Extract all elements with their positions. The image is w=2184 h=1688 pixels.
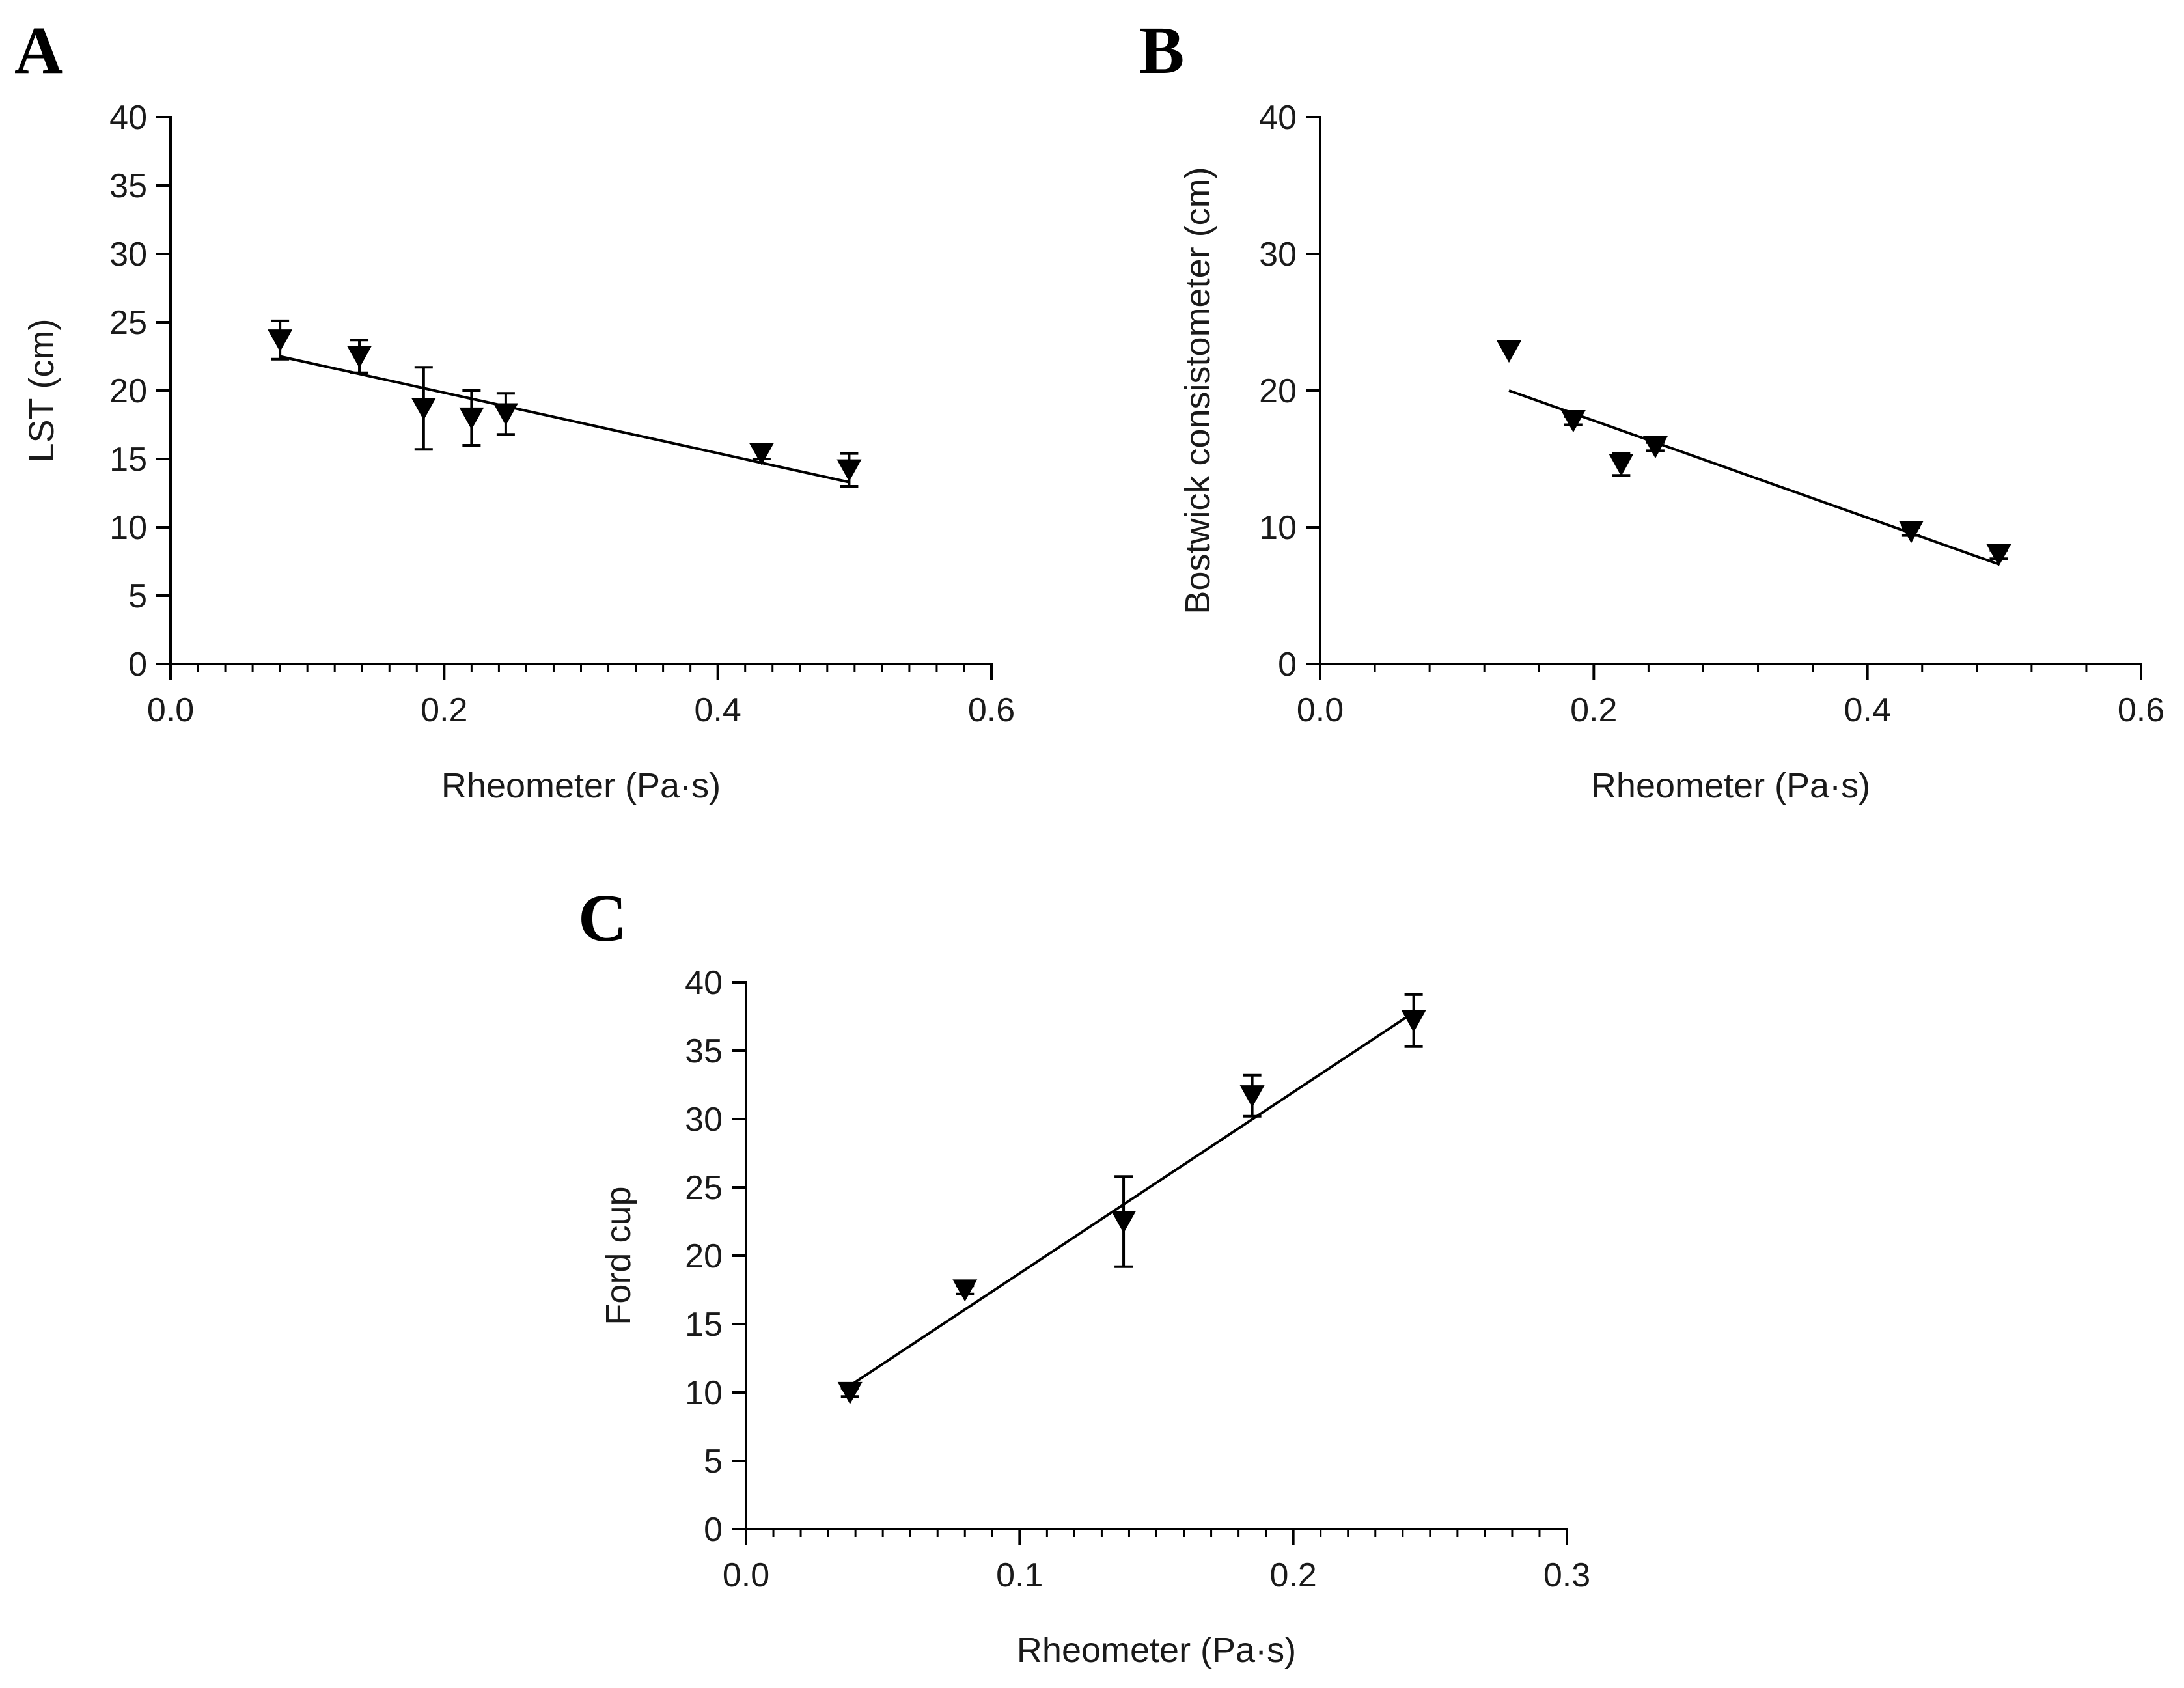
data-point-marker: [347, 346, 372, 368]
y-tick-label: 0: [704, 1511, 723, 1549]
y-tick-label: 30: [109, 236, 147, 273]
x-tick-label: 0.6: [2118, 691, 2164, 729]
y-tick-label: 40: [109, 99, 147, 137]
data-point-marker: [749, 443, 774, 465]
x-axis-title: Rheometer (Pa·s): [1017, 1631, 1296, 1670]
data-point-marker: [493, 403, 518, 426]
x-tick-label: 0.1: [996, 1557, 1043, 1594]
y-tick-label: 5: [128, 577, 147, 615]
y-tick-label: 40: [1259, 99, 1297, 137]
data-point-marker: [1111, 1211, 1137, 1234]
y-tick-label: 15: [685, 1306, 723, 1344]
panel-label: B: [1139, 13, 1184, 88]
y-tick-label: 25: [685, 1169, 723, 1207]
panel-label: A: [14, 13, 63, 88]
data-point-marker: [1642, 436, 1668, 459]
y-tick-label: 10: [1259, 509, 1297, 547]
x-tick-label: 0.6: [968, 691, 1015, 729]
panel-label: C: [578, 881, 627, 956]
y-tick-label: 10: [685, 1374, 723, 1412]
x-axis-title: Rheometer (Pa·s): [1591, 766, 1870, 805]
data-point-marker: [268, 329, 293, 352]
x-tick-label: 0.4: [695, 691, 741, 729]
data-point-marker: [1560, 410, 1586, 433]
data-point-marker: [411, 398, 436, 421]
data-point-marker: [1497, 340, 1522, 363]
data-point-marker: [952, 1279, 978, 1302]
fit-line: [279, 355, 850, 484]
y-tick-label: 30: [1259, 236, 1297, 273]
data-point-marker: [459, 407, 484, 430]
data-point-marker: [837, 1381, 863, 1405]
x-axis-title: Rheometer (Pa·s): [441, 766, 721, 805]
y-tick-label: 35: [685, 1032, 723, 1070]
chart-panel-c: C 0 5 10 15 20 25 30 35 40 0.0 0.1 0.2 0.3 Rheometer (…: [578, 881, 1590, 1670]
y-tick-label: 40: [685, 964, 723, 1002]
data-point-marker: [1401, 1010, 1426, 1032]
data-point-marker: [1986, 544, 2011, 567]
x-tick-label: 0.2: [1270, 1557, 1317, 1594]
y-tick-label: 0: [1278, 646, 1297, 684]
y-tick-label: 30: [685, 1101, 723, 1139]
data-point-marker: [1239, 1085, 1265, 1108]
fit-line: [1508, 389, 2000, 566]
y-tick-label: 35: [109, 167, 147, 205]
y-tick-label: 10: [109, 509, 147, 547]
x-tick-label: 0.0: [723, 1557, 769, 1594]
y-tick-label: 20: [109, 372, 147, 410]
y-tick-label: 5: [704, 1443, 723, 1480]
y-axis-title: LST (cm): [22, 318, 61, 462]
y-axis-title: Bostwick consistometer (cm): [1178, 167, 1217, 614]
y-tick-label: 20: [1259, 372, 1297, 410]
data-point-marker: [1898, 521, 1924, 544]
data-point-marker: [1609, 454, 1634, 477]
y-axis-title: Ford cup: [599, 1186, 638, 1325]
x-tick-label: 0.0: [147, 691, 194, 729]
fit-line: [849, 1011, 1415, 1387]
chart-panel-a: A 0 5 10 15 20 25 30 35 40 0.0 0.2 0.4 0.6 Rheometer (…: [14, 13, 1015, 805]
y-tick-label: 0: [128, 646, 147, 684]
y-tick-label: 25: [109, 304, 147, 342]
y-tick-label: 15: [109, 441, 147, 478]
x-tick-label: 0.3: [1543, 1557, 1590, 1594]
x-tick-label: 0.2: [421, 691, 467, 729]
y-tick-label: 20: [685, 1238, 723, 1275]
chart-panel-b: B 0 10 20 30 40 0.0 0.2 0.4 0.6 Rheometer (Pa·s) Bo…: [1139, 13, 2164, 805]
x-tick-label: 0.2: [1570, 691, 1617, 729]
x-tick-label: 0.4: [1844, 691, 1891, 729]
x-tick-label: 0.0: [1297, 691, 1344, 729]
data-point-marker: [836, 459, 862, 482]
